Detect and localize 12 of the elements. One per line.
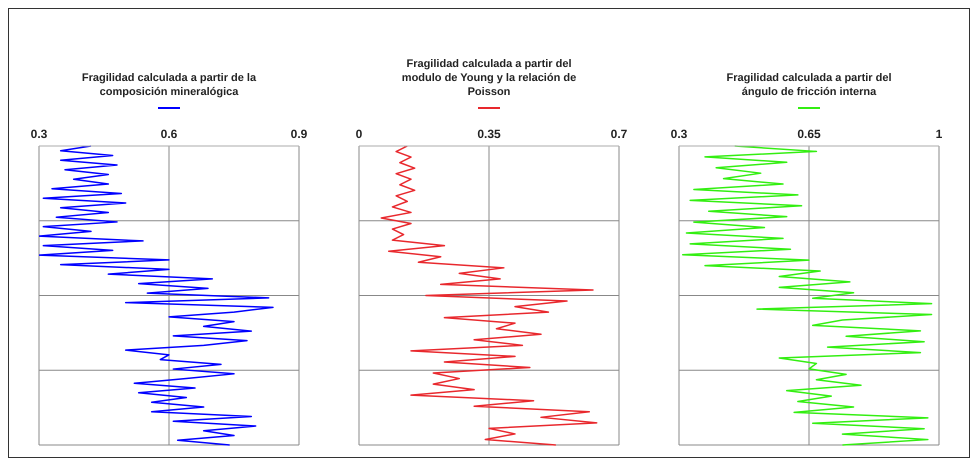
x-tick-label: 0.3	[30, 127, 48, 141]
text: Fragilidad calculada a partir del modulo de Young y la relación de Poisson	[402, 57, 576, 99]
x-tick-label: 0.35	[477, 127, 501, 141]
x-tick-label: 0.9	[290, 127, 308, 141]
x-tick-label: 0.7	[610, 127, 628, 141]
x-tick-label: 1	[936, 127, 943, 141]
text: Fragilidad calculada a partir de la composición mineralógica	[82, 71, 256, 99]
x-tick-label: 0.6	[160, 127, 178, 141]
text: Fragilidad calculada a partir del ángulo de fricción interna	[725, 71, 893, 99]
x-tick-label: 0.65	[797, 127, 821, 141]
x-tick-label: 0.3	[670, 127, 688, 141]
x-tick-label: 0	[356, 127, 363, 141]
